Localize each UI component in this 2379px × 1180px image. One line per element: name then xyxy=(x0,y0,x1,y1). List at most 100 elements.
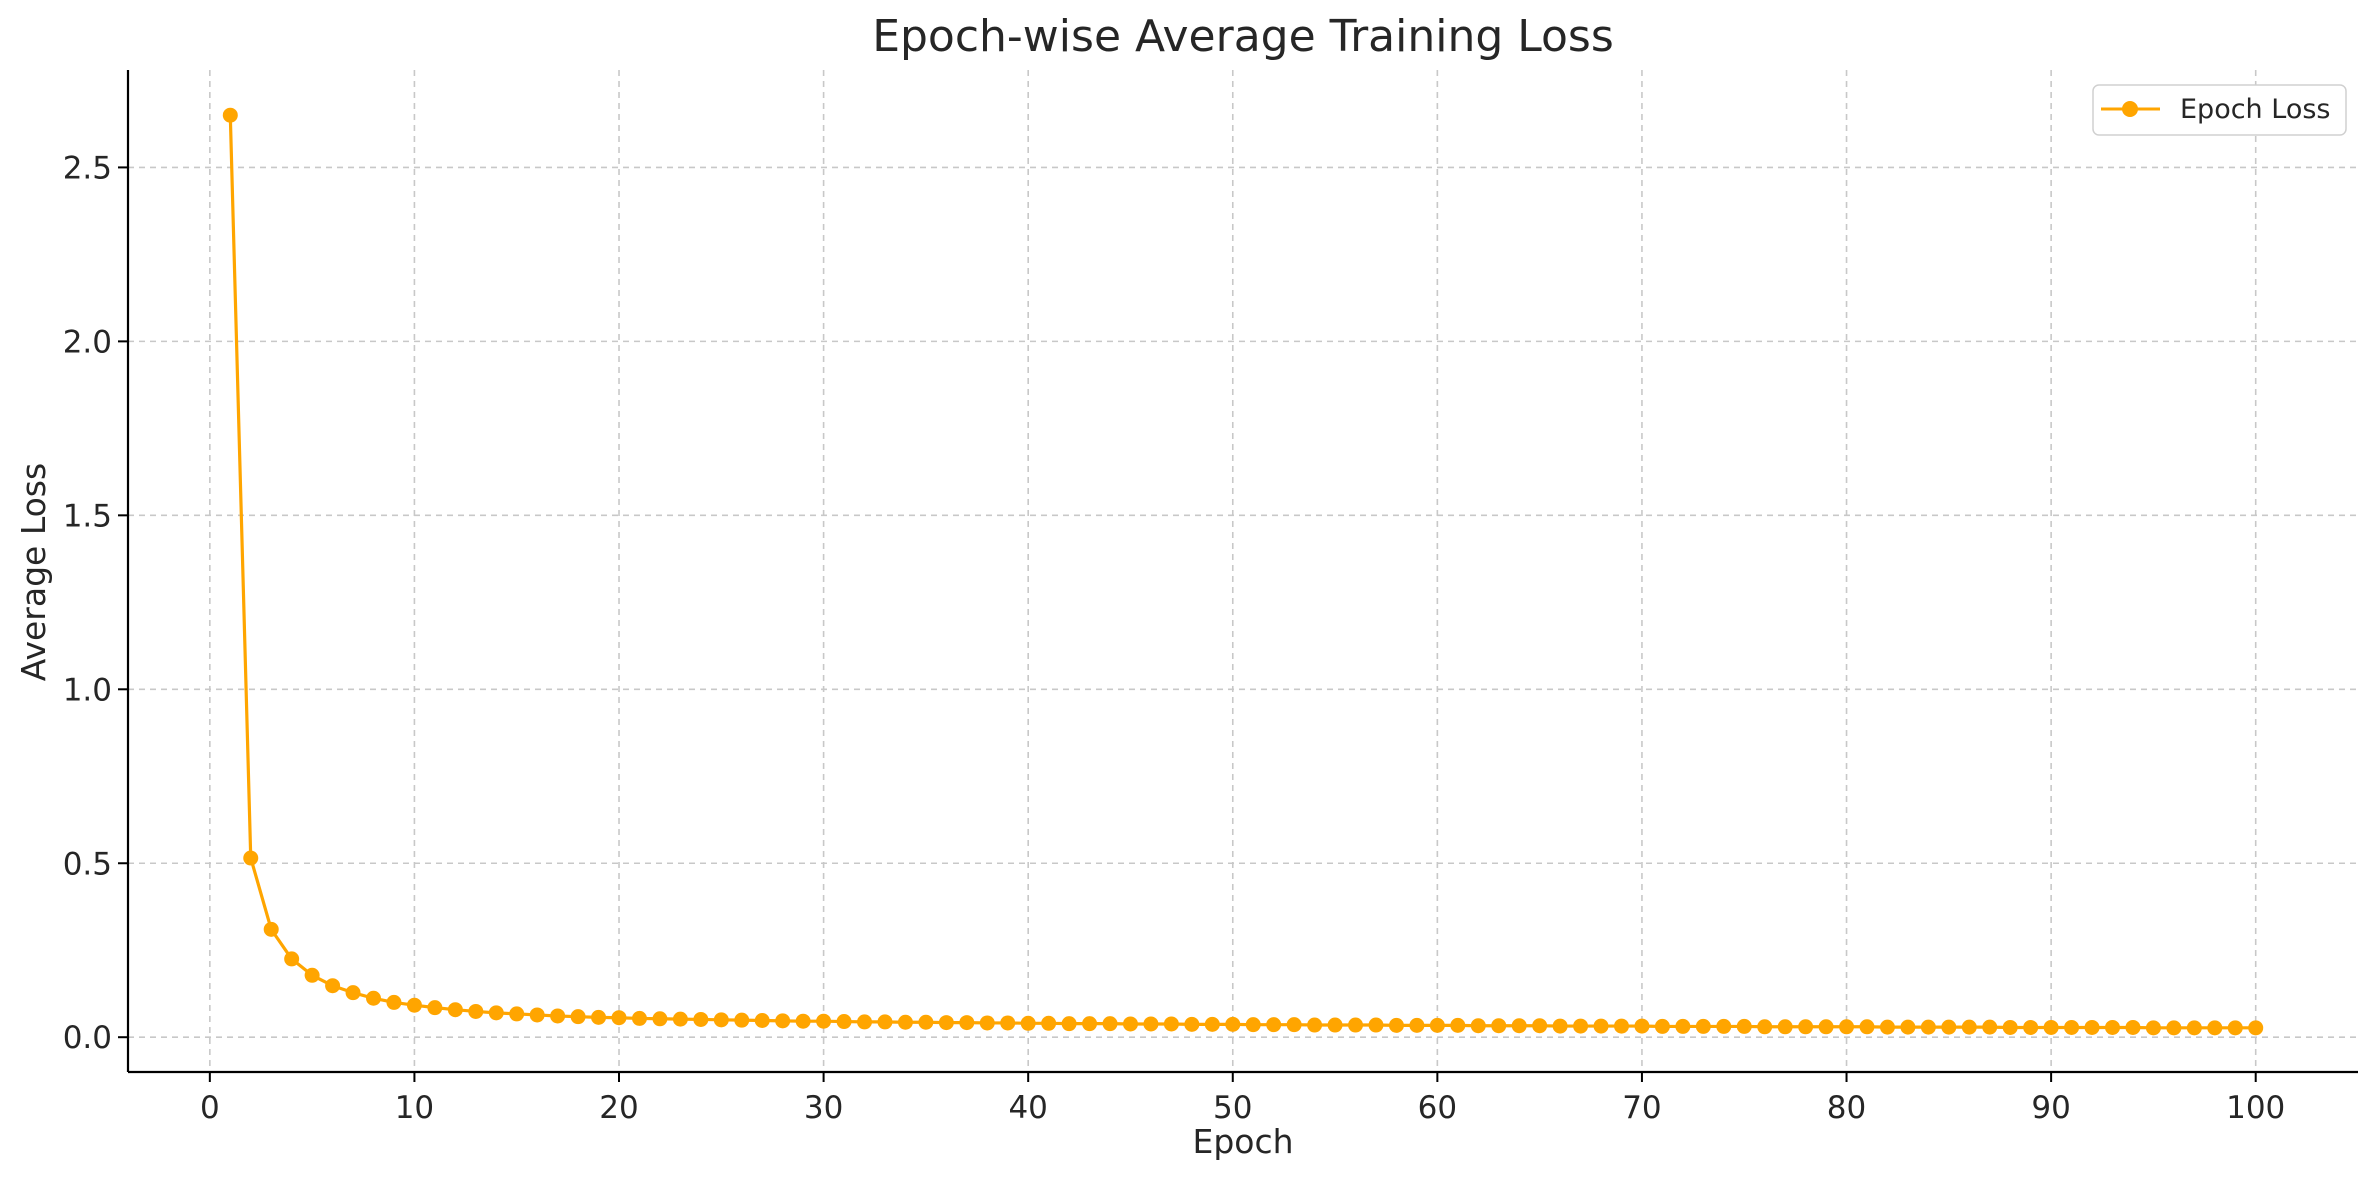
data-point xyxy=(1634,1018,1650,1034)
data-point xyxy=(1839,1019,1855,1035)
data-point xyxy=(1061,1016,1077,1032)
y-tick-label: 0.0 xyxy=(63,1020,112,1056)
grid xyxy=(128,70,2358,1072)
data-point xyxy=(1470,1018,1486,1034)
x-tick-label: 20 xyxy=(599,1090,638,1126)
data-point xyxy=(734,1012,750,1028)
data-point xyxy=(795,1013,811,1029)
y-tick-label: 0.5 xyxy=(63,846,112,882)
data-point xyxy=(1654,1018,1670,1034)
data-point xyxy=(1675,1018,1691,1034)
x-tick-label: 90 xyxy=(2031,1090,2070,1126)
data-point xyxy=(1163,1016,1179,1032)
data-point xyxy=(1204,1016,1220,1032)
data-point xyxy=(1613,1018,1629,1034)
data-point xyxy=(2166,1020,2182,1036)
legend-label: Epoch Loss xyxy=(2180,94,2330,125)
data-point xyxy=(1859,1019,1875,1035)
data-point xyxy=(1593,1018,1609,1034)
legend: Epoch Loss xyxy=(2092,84,2347,136)
data-point xyxy=(2043,1019,2059,1035)
data-point xyxy=(2002,1019,2018,1035)
data-point xyxy=(263,921,279,937)
data-point xyxy=(386,994,402,1010)
data-point xyxy=(1777,1019,1793,1035)
data-point xyxy=(897,1014,913,1030)
x-tick-label: 30 xyxy=(804,1090,843,1126)
x-tick-label: 100 xyxy=(2226,1090,2285,1126)
data-point xyxy=(1327,1017,1343,1033)
data-point xyxy=(1286,1017,1302,1033)
y-tick-label: 2.5 xyxy=(63,150,112,186)
data-point xyxy=(1573,1018,1589,1034)
data-point xyxy=(1491,1018,1507,1034)
x-tick-label: 60 xyxy=(1418,1090,1457,1126)
data-point xyxy=(672,1011,688,1027)
data-point xyxy=(406,997,422,1013)
data-point xyxy=(2207,1020,2223,1036)
data-point xyxy=(1879,1019,1895,1035)
data-point xyxy=(1532,1018,1548,1034)
data-point xyxy=(1511,1018,1527,1034)
data-point xyxy=(693,1011,709,1027)
data-point xyxy=(1307,1017,1323,1033)
data-point xyxy=(2023,1019,2039,1035)
data-point xyxy=(1429,1017,1445,1033)
y-tick-label: 2.0 xyxy=(63,324,112,360)
data-point xyxy=(959,1015,975,1031)
x-axis-title: Epoch xyxy=(1192,1122,1293,1161)
data-point xyxy=(1225,1016,1241,1032)
data-point xyxy=(877,1014,893,1030)
data-point xyxy=(488,1005,504,1021)
x-tick-label: 70 xyxy=(1622,1090,1661,1126)
data-point xyxy=(1982,1019,1998,1035)
data-point xyxy=(836,1014,852,1030)
data-point xyxy=(2125,1019,2141,1035)
data-point xyxy=(529,1007,545,1023)
data-point xyxy=(652,1011,668,1027)
data-point xyxy=(1082,1016,1098,1032)
data-point xyxy=(1266,1017,1282,1033)
data-point xyxy=(1409,1017,1425,1033)
data-point xyxy=(1450,1017,1466,1033)
x-tick-label: 50 xyxy=(1213,1090,1252,1126)
data-point xyxy=(468,1003,484,1019)
data-point xyxy=(325,978,341,994)
data-point xyxy=(754,1013,770,1029)
data-point xyxy=(2084,1019,2100,1035)
x-tick-label: 10 xyxy=(395,1090,434,1126)
x-tick-label: 0 xyxy=(200,1090,220,1126)
data-point xyxy=(979,1015,995,1031)
axes xyxy=(126,70,2358,1074)
data-point xyxy=(918,1014,934,1030)
data-point xyxy=(1388,1017,1404,1033)
data-point xyxy=(1184,1016,1200,1032)
data-point xyxy=(1102,1016,1118,1032)
data-point xyxy=(345,985,361,1001)
data-point xyxy=(1041,1015,1057,1031)
data-point xyxy=(1961,1019,1977,1035)
series-layer xyxy=(222,107,2264,1036)
series-line xyxy=(228,115,2256,1030)
data-point xyxy=(550,1008,566,1024)
data-point xyxy=(447,1002,463,1018)
data-point xyxy=(816,1013,832,1029)
data-point xyxy=(2064,1019,2080,1035)
data-point xyxy=(1348,1017,1364,1033)
data-point xyxy=(611,1010,627,1026)
data-point xyxy=(2186,1020,2202,1036)
data-point xyxy=(304,967,320,983)
data-point xyxy=(1368,1017,1384,1033)
data-point xyxy=(284,951,300,967)
ticks: 0 10 20 30 40 50 60 70 80 90 100 0.0 0.5 1.0 1.5 2.0 2.5 xyxy=(63,150,2286,1126)
x-tick-label: 80 xyxy=(1827,1090,1866,1126)
data-point xyxy=(1552,1018,1568,1034)
legend-frame xyxy=(2092,84,2347,136)
data-point xyxy=(938,1015,954,1031)
data-point xyxy=(713,1012,729,1028)
data-point xyxy=(1020,1015,1036,1031)
data-point xyxy=(2104,1019,2120,1035)
legend-marker xyxy=(2122,101,2138,117)
data-point xyxy=(1000,1015,1016,1031)
